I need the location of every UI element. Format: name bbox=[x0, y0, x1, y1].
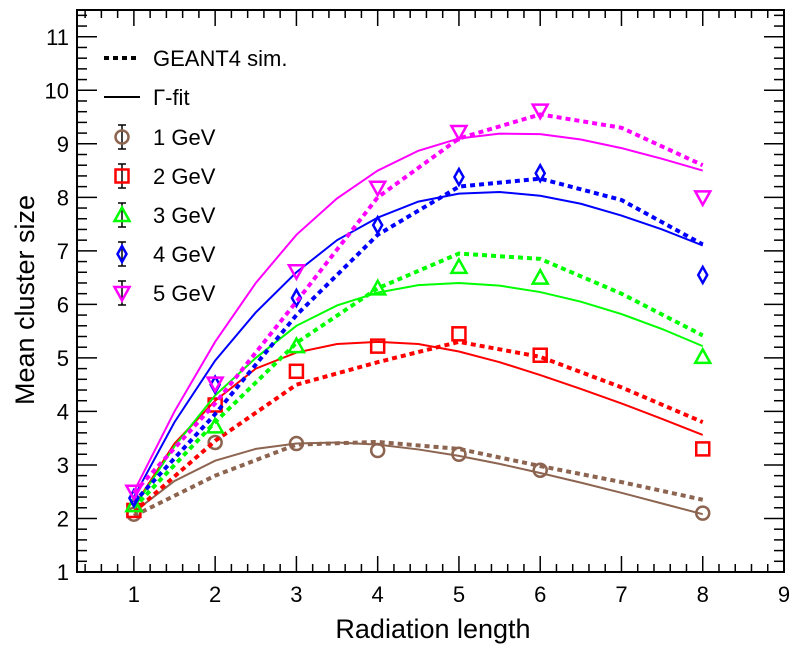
data-point bbox=[368, 278, 388, 296]
data-point bbox=[694, 441, 711, 457]
data-point bbox=[532, 462, 548, 479]
legend-marker bbox=[114, 168, 130, 184]
x-tick-label: 2 bbox=[209, 582, 221, 607]
data-point bbox=[696, 264, 709, 286]
data-point bbox=[288, 435, 305, 452]
data-point bbox=[124, 495, 144, 513]
legend-fit-label: Γ-fit bbox=[153, 85, 190, 110]
data-point bbox=[286, 263, 307, 282]
x-tick-label: 5 bbox=[453, 582, 465, 607]
data-point bbox=[124, 484, 144, 502]
data-point bbox=[371, 214, 384, 236]
data-point bbox=[451, 446, 467, 462]
fit-line bbox=[133, 190, 704, 498]
sim-line bbox=[132, 112, 704, 495]
x-tick-label: 7 bbox=[615, 582, 627, 607]
fit-line bbox=[133, 281, 704, 509]
x-tick-label: 6 bbox=[534, 582, 546, 607]
plot-frame bbox=[76, 9, 785, 573]
legend-marker bbox=[116, 243, 128, 265]
legend: GEANT4 sim. Γ-fit 1 GeV 2 GeV 3 GeV 4 GeV 5 Ge… bbox=[104, 46, 287, 306]
data-point bbox=[207, 434, 223, 451]
data-point bbox=[290, 287, 303, 309]
x-tick-label: 3 bbox=[290, 582, 302, 607]
data-point bbox=[286, 336, 307, 354]
series-layer bbox=[124, 103, 713, 522]
sim-line bbox=[132, 251, 704, 510]
data-point bbox=[453, 166, 465, 188]
legend-label: 4 GeV bbox=[153, 242, 216, 267]
data-point bbox=[205, 376, 225, 394]
y-tick-label: 2 bbox=[57, 506, 69, 531]
series-4 bbox=[127, 162, 709, 509]
x-tick-label: 4 bbox=[372, 582, 384, 607]
data-point bbox=[369, 442, 386, 459]
data-point bbox=[530, 267, 550, 285]
x-tick-label: 1 bbox=[128, 582, 140, 607]
data-point bbox=[449, 124, 469, 143]
series-3 bbox=[124, 251, 713, 513]
data-point bbox=[534, 162, 547, 184]
data-point bbox=[693, 346, 713, 365]
data-point bbox=[368, 180, 388, 198]
y-tick-label: 9 bbox=[57, 132, 69, 157]
y-tick-label: 4 bbox=[57, 399, 69, 424]
sim-line bbox=[132, 439, 704, 518]
data-point bbox=[694, 505, 711, 521]
legend-label: 3 GeV bbox=[153, 203, 216, 228]
data-point bbox=[369, 338, 386, 354]
data-point bbox=[693, 190, 713, 208]
y-tick-label: 6 bbox=[57, 292, 69, 317]
fit-line bbox=[133, 340, 704, 508]
legend-marker bbox=[112, 285, 132, 304]
legend-label: 1 GeV bbox=[153, 125, 216, 150]
sim-line bbox=[132, 339, 704, 514]
legend-marker bbox=[112, 204, 132, 223]
data-point bbox=[449, 256, 469, 275]
fit-line bbox=[133, 441, 703, 516]
y-tick-label: 5 bbox=[57, 346, 69, 371]
series-5 bbox=[124, 103, 713, 502]
data-point bbox=[451, 326, 467, 342]
y-tick-label: 8 bbox=[57, 185, 69, 210]
y-tick-label: 10 bbox=[45, 78, 69, 103]
x-tick-label: 8 bbox=[697, 582, 709, 607]
x-axis-title: Radiation length bbox=[335, 614, 530, 644]
y-tick-label: 7 bbox=[57, 239, 69, 264]
legend-label: 2 GeV bbox=[153, 164, 216, 189]
sim-line bbox=[132, 176, 704, 504]
y-tick-label: 3 bbox=[57, 453, 69, 478]
data-point bbox=[205, 416, 225, 434]
x-tick-label: 9 bbox=[778, 582, 790, 607]
y-axis-title: Mean cluster size bbox=[10, 195, 40, 405]
y-tick-label: 1 bbox=[57, 560, 69, 585]
legend-label: 5 GeV bbox=[153, 281, 216, 306]
data-point bbox=[288, 363, 305, 380]
axes-layer: 1 2 3 4 5 6 7 8 9 1 2 3 4 5 6 7 8 9 10 11 bbox=[45, 9, 790, 607]
y-tick-label: 11 bbox=[46, 25, 69, 50]
legend-marker bbox=[114, 129, 130, 145]
fit-line bbox=[132, 132, 704, 493]
data-point bbox=[532, 347, 548, 363]
legend-sim-label: GEANT4 sim. bbox=[153, 46, 287, 71]
data-point bbox=[530, 103, 550, 121]
